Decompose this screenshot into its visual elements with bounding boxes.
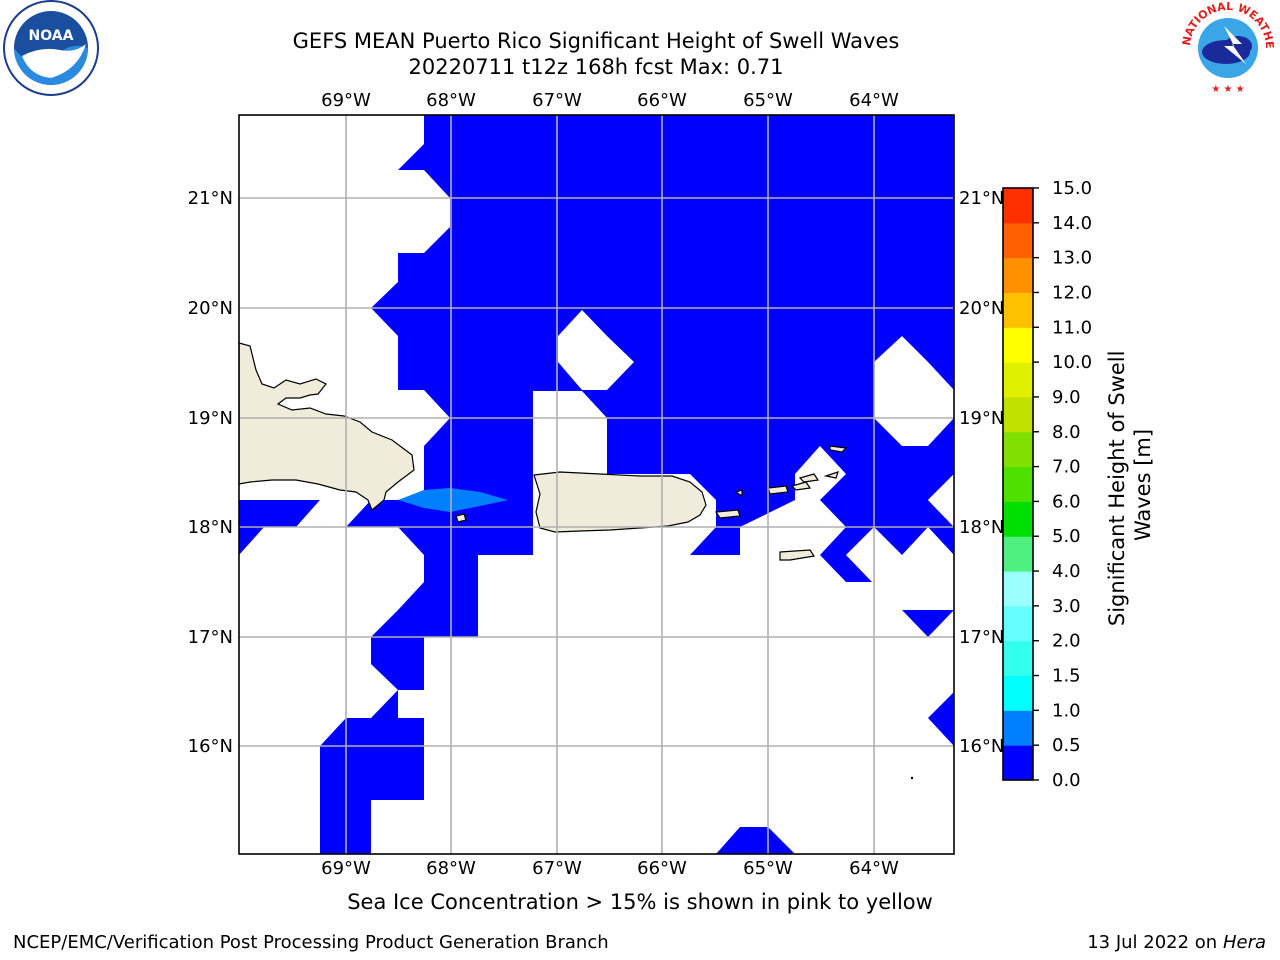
- max-swell-patch: [398, 488, 508, 512]
- colorbar-segment: [1003, 745, 1033, 781]
- colorbar-tick-label: 6.0: [1052, 491, 1081, 512]
- lat-label-right: 21°N: [959, 188, 1004, 209]
- culebra: [734, 489, 743, 498]
- noaa-logo-text: NOAA: [29, 28, 74, 44]
- colorbar-segment: [1003, 605, 1033, 642]
- colorbar-tick-label: 10.0: [1052, 352, 1092, 373]
- land-masses: [239, 342, 848, 561]
- lon-label-bottom: 68°W: [426, 858, 476, 879]
- colorbar-tick-label: 14.0: [1052, 213, 1092, 234]
- tortola: [798, 473, 820, 483]
- lat-label-right: 20°N: [959, 298, 1004, 319]
- sea-ice-caption: Sea Ice Concentration > 15% is shown in …: [347, 890, 933, 914]
- gridlines: [239, 115, 954, 854]
- map-frame: [238, 114, 955, 855]
- lat-label-left: 21°N: [188, 188, 233, 209]
- colorbar-segment: [1003, 640, 1033, 677]
- colorbar-tick-label: 11.0: [1052, 317, 1092, 338]
- colorbar-segment: [1003, 396, 1033, 433]
- lon-label-top: 64°W: [849, 90, 899, 111]
- colorbar-tick-label: 2.0: [1052, 631, 1081, 652]
- lat-label-right: 17°N: [959, 627, 1004, 648]
- colorbar-segment: [1003, 292, 1033, 328]
- colorbar-segment: [1003, 362, 1033, 398]
- lon-label-bottom: 67°W: [532, 858, 582, 879]
- colorbar-frame: [1002, 187, 1034, 781]
- lon-label-top: 69°W: [321, 90, 371, 111]
- colorbar-tick-label: 1.0: [1052, 700, 1081, 721]
- colorbar-segment: [1003, 431, 1033, 468]
- colorbar-segment: [1003, 675, 1033, 711]
- footer-date: 13 Jul 2022 on Hera: [1087, 932, 1266, 953]
- lon-label-top: 65°W: [743, 90, 793, 111]
- puerto-rico: [533, 471, 707, 533]
- colorbar-tick-label: 0.0: [1052, 770, 1081, 791]
- st-thomas: [767, 485, 789, 495]
- st-john: [790, 481, 812, 491]
- small-island: [910, 776, 914, 780]
- colorbar-segment: [1003, 466, 1033, 502]
- colorbar-segment: [1003, 536, 1033, 572]
- footer-date-text: 13 Jul 2022 on: [1087, 932, 1223, 953]
- noaa-logo: NOAA: [3, 0, 99, 96]
- lat-label-right: 16°N: [959, 736, 1004, 757]
- footer-host: Hera: [1222, 932, 1266, 953]
- lat-label-left: 17°N: [188, 627, 233, 648]
- lat-label-left: 18°N: [188, 517, 233, 538]
- lat-label-left: 19°N: [188, 408, 233, 429]
- footer-branch: NCEP/EMC/Verification Post Processing Pr…: [13, 932, 609, 953]
- colorbar: [1003, 188, 1033, 781]
- lon-label-top: 66°W: [637, 90, 687, 111]
- colorbar-tick-label: 0.5: [1052, 735, 1081, 756]
- colorbar-tick-label: 3.0: [1052, 596, 1081, 617]
- st-croix: [779, 549, 816, 561]
- colorbar-tick-label: 5.0: [1052, 526, 1081, 547]
- lon-label-top: 68°W: [426, 90, 476, 111]
- colorbar-segment: [1003, 501, 1033, 537]
- colorbar-tick-label: 1.5: [1052, 666, 1081, 687]
- colorbar-tick-label: 8.0: [1052, 422, 1081, 443]
- lon-label-bottom: 64°W: [849, 858, 899, 879]
- lon-label-bottom: 69°W: [321, 858, 371, 879]
- colorbar-tick-label: 13.0: [1052, 248, 1092, 269]
- lat-label-right: 18°N: [959, 517, 1004, 538]
- nws-stars: ★ ★ ★: [1211, 84, 1244, 95]
- lat-label-left: 20°N: [188, 298, 233, 319]
- colorbar-segment: [1003, 257, 1033, 293]
- map-area: [239, 115, 954, 854]
- colorbar-label: Significant Height of Swell Waves [m]: [1105, 344, 1155, 626]
- colorbar-tick-label: 4.0: [1052, 561, 1081, 582]
- chart-title: GEFS MEAN Puerto Rico Significant Height…: [292, 29, 900, 53]
- anegada: [829, 445, 848, 453]
- colorbar-segment: [1003, 188, 1033, 224]
- colorbar-tick-label: 7.0: [1052, 457, 1081, 478]
- colorbar-tick-label: 9.0: [1052, 387, 1081, 408]
- virgin-gorda: [823, 471, 839, 479]
- mona-island: [455, 513, 467, 523]
- lon-label-top: 67°W: [532, 90, 582, 111]
- colorbar-segment: [1003, 327, 1033, 363]
- colorbar-tick-label: 15.0: [1052, 178, 1092, 199]
- vieques: [714, 509, 741, 519]
- colorbar-segment: [1003, 571, 1033, 607]
- lon-label-bottom: 65°W: [743, 858, 793, 879]
- hispaniola: [239, 342, 415, 511]
- chart-subtitle: 20220711 t12z 168h fcst Max: 0.71: [408, 55, 784, 79]
- lon-label-bottom: 66°W: [637, 858, 687, 879]
- lat-label-left: 16°N: [188, 736, 233, 757]
- colorbar-segment: [1003, 222, 1033, 259]
- colorbar-segment: [1003, 710, 1033, 746]
- lat-label-right: 19°N: [959, 408, 1004, 429]
- colorbar-tick-label: 12.0: [1052, 282, 1092, 303]
- nws-logo: NATIONAL WEATHER SERVICE ★ ★ ★: [1176, 0, 1276, 95]
